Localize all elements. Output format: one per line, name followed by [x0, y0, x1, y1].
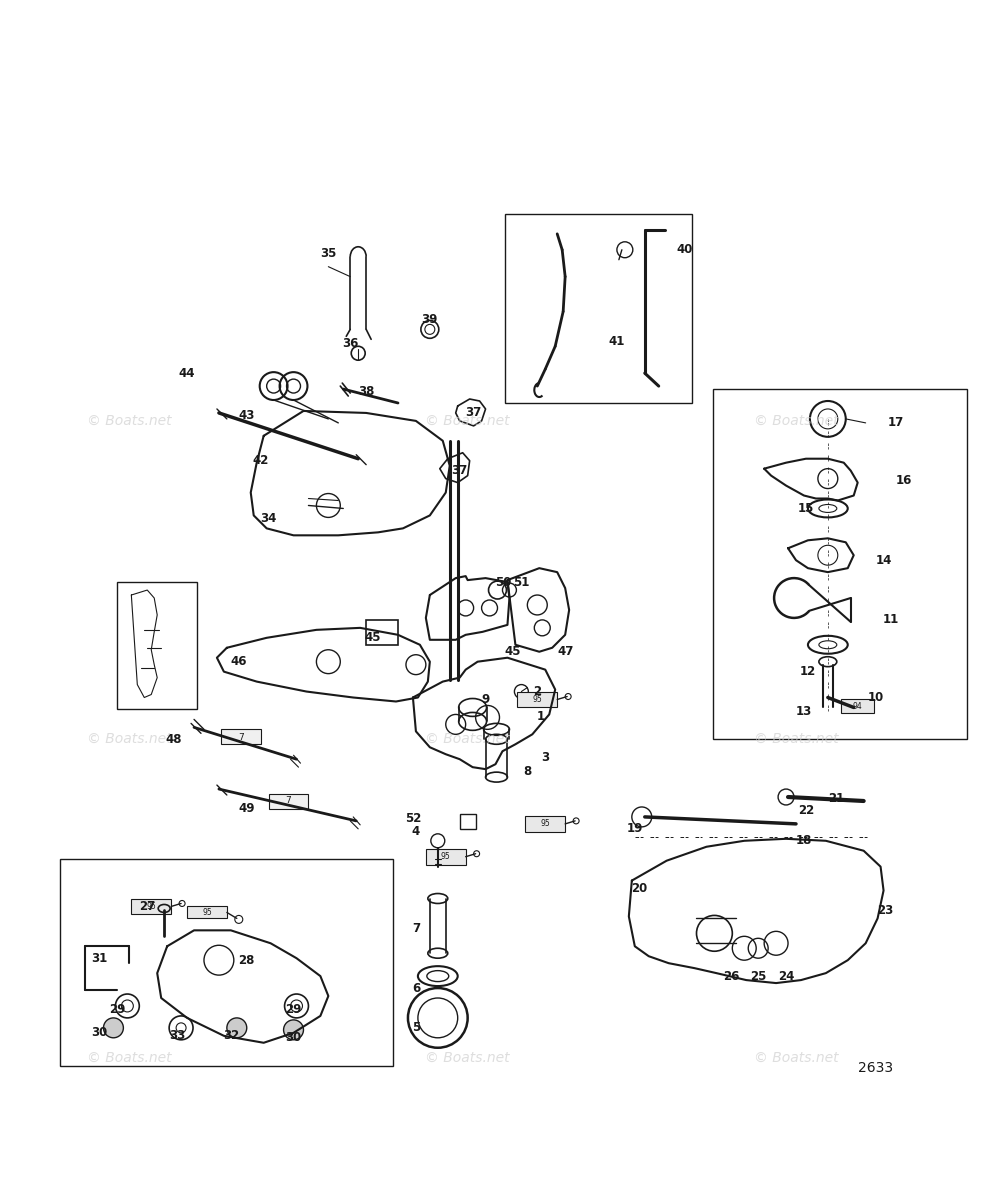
Bar — [425, 848, 465, 865]
Text: 20: 20 — [630, 882, 646, 895]
Text: 44: 44 — [179, 367, 195, 379]
Text: 47: 47 — [557, 646, 573, 659]
Text: 95: 95 — [440, 852, 450, 862]
Text: 4: 4 — [412, 826, 419, 839]
Text: © Boats.net: © Boats.net — [752, 732, 838, 746]
Text: 37: 37 — [451, 464, 467, 478]
Text: 17: 17 — [887, 416, 903, 430]
Text: 7: 7 — [285, 797, 291, 805]
Text: 29: 29 — [285, 1003, 301, 1016]
Text: 8: 8 — [523, 764, 531, 778]
Text: 30: 30 — [285, 1031, 301, 1044]
Text: © Boats.net: © Boats.net — [424, 1051, 510, 1064]
Text: 3: 3 — [541, 751, 549, 763]
Text: 43: 43 — [239, 409, 254, 422]
Text: 46: 46 — [231, 655, 247, 668]
Text: 39: 39 — [421, 313, 437, 326]
Text: 11: 11 — [882, 613, 898, 626]
Text: 50: 50 — [495, 576, 511, 588]
Circle shape — [227, 1018, 247, 1038]
Text: 37: 37 — [465, 407, 481, 420]
Text: 26: 26 — [723, 970, 739, 983]
Circle shape — [283, 1020, 303, 1039]
Bar — [505, 214, 691, 403]
Text: 27: 27 — [139, 900, 155, 913]
Text: © Boats.net: © Boats.net — [86, 1051, 172, 1064]
Text: 15: 15 — [797, 502, 813, 515]
Text: 25: 25 — [749, 970, 765, 983]
Bar — [840, 700, 873, 714]
Text: 23: 23 — [877, 904, 893, 917]
Text: 30: 30 — [91, 1026, 107, 1039]
Text: 95: 95 — [202, 908, 212, 917]
Text: 9: 9 — [481, 692, 489, 706]
Text: 51: 51 — [513, 576, 529, 588]
Text: 48: 48 — [166, 733, 182, 745]
Text: 13: 13 — [795, 704, 811, 718]
Bar — [459, 814, 475, 829]
Bar — [117, 582, 197, 709]
Text: 24: 24 — [777, 970, 793, 983]
Text: 29: 29 — [109, 1003, 125, 1016]
Text: 31: 31 — [91, 952, 107, 965]
Bar — [525, 816, 565, 832]
Bar — [60, 859, 393, 1066]
Text: 22: 22 — [797, 804, 813, 817]
Text: 95: 95 — [532, 695, 542, 704]
Bar — [131, 899, 171, 914]
Text: 95: 95 — [540, 820, 550, 828]
Text: 52: 52 — [405, 812, 420, 826]
Text: 21: 21 — [827, 792, 843, 805]
Text: 49: 49 — [239, 803, 254, 816]
Text: 38: 38 — [358, 384, 374, 397]
Bar — [187, 906, 227, 918]
Text: 36: 36 — [342, 337, 358, 349]
Text: 94: 94 — [852, 702, 862, 710]
Text: © Boats.net: © Boats.net — [752, 1051, 838, 1064]
Text: 14: 14 — [875, 553, 891, 566]
Bar — [366, 620, 398, 644]
Text: 19: 19 — [626, 822, 642, 835]
Text: 7: 7 — [412, 922, 419, 935]
Text: 45: 45 — [365, 631, 381, 644]
Text: 41: 41 — [608, 335, 624, 348]
Text: © Boats.net: © Boats.net — [86, 732, 172, 746]
Circle shape — [103, 1018, 123, 1038]
Bar — [517, 691, 557, 708]
Text: © Boats.net: © Boats.net — [86, 414, 172, 428]
Text: 7: 7 — [238, 733, 244, 742]
Text: 5: 5 — [412, 1021, 419, 1034]
Text: 95: 95 — [146, 902, 156, 911]
Text: 33: 33 — [169, 1030, 185, 1043]
Text: 1: 1 — [536, 710, 544, 722]
Text: 2: 2 — [533, 685, 541, 698]
Text: 32: 32 — [223, 1030, 239, 1043]
Text: 45: 45 — [504, 646, 520, 659]
Text: 10: 10 — [867, 691, 883, 704]
Text: 42: 42 — [252, 454, 268, 467]
Text: 12: 12 — [799, 665, 815, 678]
Bar — [713, 389, 966, 739]
Text: 28: 28 — [239, 954, 254, 967]
Text: 6: 6 — [412, 982, 419, 995]
Text: © Boats.net: © Boats.net — [752, 414, 838, 428]
Text: © Boats.net: © Boats.net — [424, 732, 510, 746]
Bar — [268, 794, 308, 809]
Text: 16: 16 — [895, 474, 911, 487]
Text: 2633: 2633 — [857, 1061, 893, 1075]
Text: © Boats.net: © Boats.net — [424, 414, 510, 428]
Text: 35: 35 — [320, 247, 336, 260]
Bar — [221, 730, 260, 744]
Text: 34: 34 — [260, 512, 276, 524]
Text: 40: 40 — [676, 244, 692, 257]
Text: 18: 18 — [795, 834, 811, 847]
